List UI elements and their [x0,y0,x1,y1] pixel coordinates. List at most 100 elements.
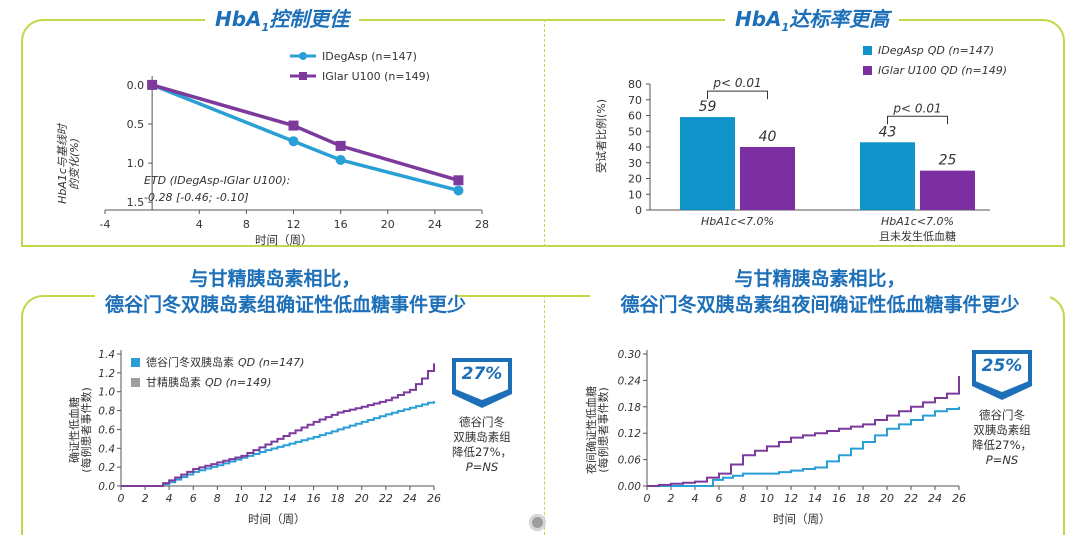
legend-line-circle-icon [290,52,316,60]
significance-bracket [887,115,948,125]
legend-square-icon [131,357,140,367]
x-tick-label: 22 [379,492,393,505]
y-tick-label: 10 [628,188,642,201]
x-tick-label: 10 [234,492,248,505]
data-point-circle [335,154,346,165]
x-tick-label: 6 [716,492,723,505]
page-nav-icon[interactable] [529,514,546,531]
x-tick-label: 26 [427,492,441,505]
bar-0-0 [680,117,735,210]
x-tick-label: 16 [334,218,348,231]
title-hba1c-control: HbA1控制更佳 [205,3,360,34]
panel-hba1c-change [21,19,544,247]
chart4-xlabel: 时间（周） [773,512,831,526]
x-tick-label: 12 [287,218,301,231]
data-point-square [453,175,464,186]
y-tick-label: 0.5 [127,118,145,131]
x-tick-label: 2 [142,492,149,505]
x-tick-label: 24 [928,492,942,505]
panel-hba1c-target [544,19,1065,247]
y-tick-label: 0.00 [618,481,642,493]
legend-item-iglar: IGlar U100 (n=149) [290,66,430,86]
y-tick-label: 0.4 [98,443,115,455]
y-tick-label: 30 [628,157,642,170]
x-tick-label: 18 [331,492,345,505]
chart2-legend: IDegAsp QD (n=147) IGlar U100 QD (n=149) [863,40,1007,80]
x-tick-label: 10 [760,492,774,505]
x-tick-label: 0 [644,492,651,505]
reduction-badge: 27% [452,358,512,408]
bar-0-1 [740,147,795,210]
x-tick-label: 14 [808,492,822,505]
y-tick-label: 0 [635,204,642,217]
reduction-note: 德谷门冬 双胰岛素组 降低27%， P=NS [451,415,513,474]
chart4-ylabel: 夜间确证性低血糖 (每例患者事件数) [585,386,610,474]
x-tick-label: 0 [118,492,125,505]
y-tick-label: 0.2 [98,462,115,474]
y-tick-label: 0.0 [127,79,145,92]
series-step-line-1 [121,363,435,487]
y-tick-label: 1.5 [127,196,145,209]
y-tick-label: 50 [628,125,642,138]
data-point-square [288,120,299,131]
x-tick-label: 18 [856,492,870,505]
y-tick-label: 60 [628,110,642,123]
y-tick-label: 70 [628,94,642,107]
bar-value-label: 43 [879,124,897,140]
x-tick-label: 20 [381,218,395,231]
y-tick-label: 0.06 [618,455,642,467]
y-tick-label: 0.6 [98,424,115,436]
bar-value-label: 40 [759,129,777,145]
significance-label: p< 0.01 [712,76,761,90]
x-tick-label: 20 [355,492,369,505]
bar-1-0 [860,142,915,210]
bar-value-label: 25 [939,153,957,169]
x-tick-label: 16 [307,492,321,505]
x-tick-label: -4 [100,218,111,231]
y-tick-label: 1.2 [98,368,115,380]
x-tick-label: 12 [784,492,798,505]
title-confirmed-hypo: 与甘精胰岛素相比， 德谷门冬双胰岛素组确证性低血糖事件更少 [95,266,466,318]
y-tick-label: 20 [628,173,642,186]
data-point-circle [453,185,464,196]
chart3-legend: 德谷门冬双胰岛素 QD (n=147) 甘精胰岛素 QD (n=149) [131,352,304,392]
category-label: HbA1c<7.0% [881,215,954,228]
legend-square-icon [863,45,872,55]
chart1-etd-annotation: ETD (IDegAsp-IGlar U100): -0.28 [-0.46; -… [144,174,291,204]
y-tick-label: 80 [628,78,642,91]
x-tick-label: 16 [832,492,846,505]
y-tick-label: 0.18 [618,402,642,414]
chart3-xlabel: 时间（周） [248,512,306,526]
data-point-circle [288,136,299,147]
x-tick-label: 2 [668,492,675,505]
x-tick-label: 24 [403,492,417,505]
x-tick-label: 8 [214,492,221,505]
series-line-0 [151,83,459,193]
panel-confirmed-hypo [21,295,544,535]
y-tick-label: 1.0 [127,157,145,170]
title-hba1c-target-rate: HbA1达标率更高 [725,3,900,34]
x-tick-label: 20 [880,492,894,505]
panel-nocturnal-hypo [544,295,1065,535]
y-tick-label: 0.8 [98,406,115,418]
x-tick-label: 8 [740,492,747,505]
category-label: HbA1c<7.0% [701,215,774,228]
series-step-line-0 [121,401,435,487]
legend-item-iglar-qd: IGlar U100 QD (n=149) [863,60,1007,80]
y-tick-label: 0.30 [618,349,642,361]
legend-item-idegasp: IDegAsp (n=147) [290,46,430,66]
bar-1-1 [920,170,975,210]
nocturnal-reduction-badge: 25% [972,350,1032,400]
x-tick-label: 24 [428,218,442,231]
series-step-line-1 [647,376,960,487]
series-line-1 [151,83,459,182]
title-nocturnal-hypo: 与甘精胰岛素相比， 德谷门冬双胰岛素组夜间确证性低血糖事件更少 [590,266,1050,318]
bar-value-label: 59 [699,99,717,115]
x-tick-label: 22 [904,492,918,505]
x-tick-label: 28 [475,218,489,231]
y-tick-label: 0.12 [618,428,642,440]
